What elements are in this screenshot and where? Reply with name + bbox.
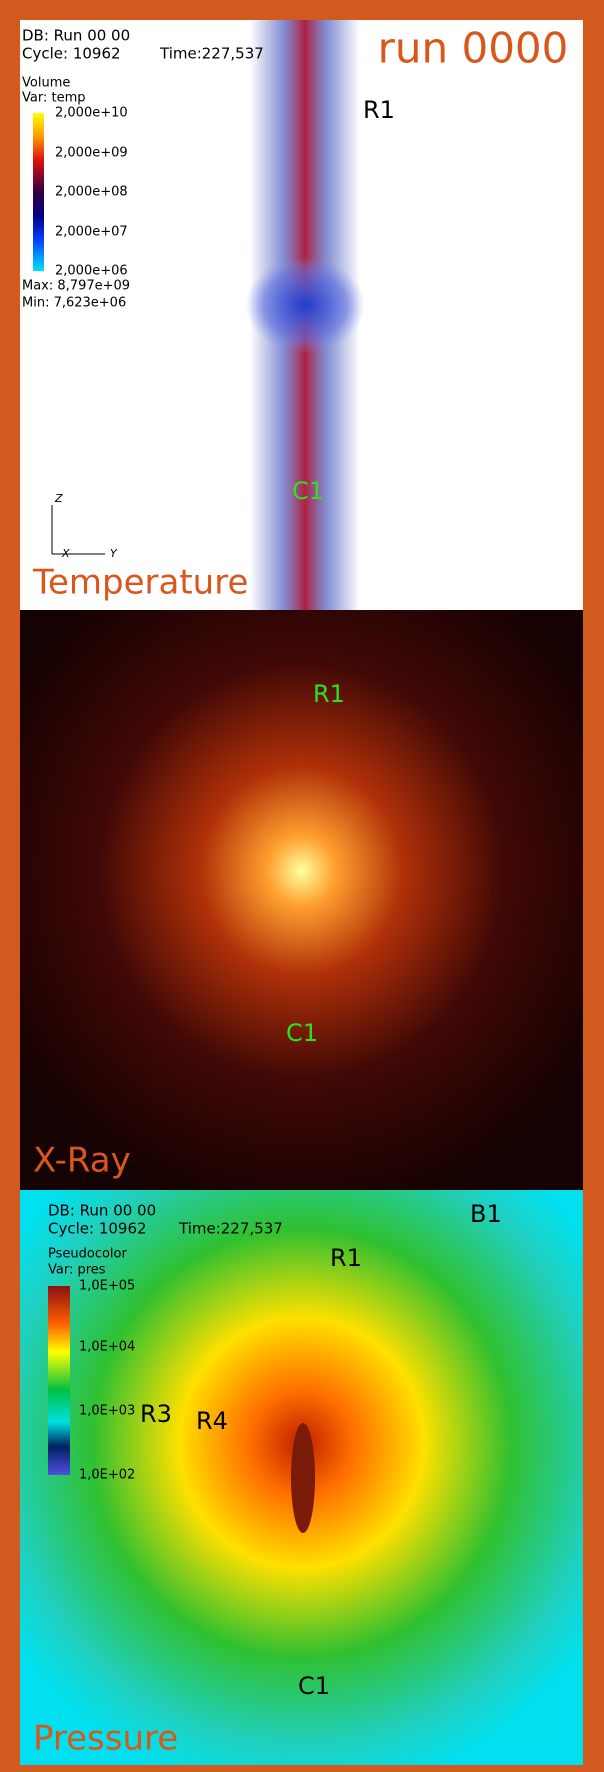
temperature-panel: run 0000 DB: Run 00 00 Cycle: 10962 Time… [20,20,583,610]
axis-label: Y [110,547,118,560]
legend-title: Pseudocolor [48,1247,127,1262]
panel-label: Pressure [33,1719,178,1759]
colorbar-tick: 2,000e+10 [55,106,128,121]
max-label: Max: 8,797e+09 [22,279,130,294]
colorbar-tick: 2,000e+07 [55,225,128,240]
cycle-label: Cycle: 10962 [48,1220,147,1238]
annotation: R1 [313,680,345,708]
min-label: Min: 7,623e+06 [22,296,126,311]
annotation: R3 [140,1400,172,1428]
colorbar-tick: 2,000e+06 [55,264,128,279]
legend-title: Volume [22,76,70,91]
core-blob [245,257,365,353]
time-label: Time:227,537 [159,45,264,63]
axis-label: Z [54,492,63,505]
annotation: R1 [363,96,395,124]
colorbar-tick: 1,0E+03 [79,1404,135,1419]
panel-label: Temperature [32,563,248,603]
annotation: C1 [286,1019,318,1047]
time-label: Time:227,537 [178,1220,283,1238]
annotation: R1 [330,1244,362,1272]
annotation: C1 [298,1672,330,1700]
panel-label: X-Ray [33,1141,131,1181]
legend-var: Var: pres [48,1263,106,1278]
colorbar-tick: 1,0E+04 [79,1340,135,1355]
cycle-label: Cycle: 10962 [22,45,121,63]
axis-label: X [61,547,70,560]
colorbar-tick: 1,0E+05 [79,1279,135,1294]
colorbar-tick: 1,0E+02 [79,1468,135,1483]
run-title: run 0000 [378,24,569,73]
panel-bg [20,610,583,1190]
pressure-panel: DB: Run 00 00 Cycle: 10962 Time:227,537 … [20,1190,583,1765]
xray-panel: R1 C1 X-Ray [20,610,583,1190]
colorbar-tick: 2,000e+09 [55,146,128,161]
legend-var: Var: temp [22,91,86,106]
annotation: R4 [196,1407,228,1435]
core [291,1423,315,1533]
annotation: B1 [470,1200,502,1228]
colorbar [48,1286,70,1475]
annotation: C1 [292,477,324,505]
colorbar-tick: 2,000e+08 [55,185,128,200]
db-label: DB: Run 00 00 [22,27,130,45]
colorbar [33,113,44,271]
db-label: DB: Run 00 00 [48,1202,156,1220]
